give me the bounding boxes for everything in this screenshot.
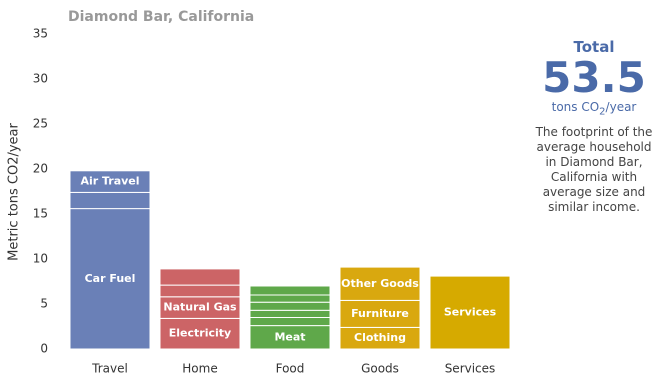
segment-label: Car Fuel — [85, 272, 136, 285]
bar-segment — [339, 266, 421, 301]
description: The footprint of the average household in … — [530, 125, 658, 215]
chart: Diamond Bar, California Metric tons CO2/… — [7, 9, 511, 376]
bar-segment — [159, 284, 241, 298]
description-line: The footprint of the — [535, 125, 653, 140]
bar-segment — [249, 294, 331, 303]
unit-sub: 2 — [599, 106, 606, 118]
segment-label: Furniture — [351, 307, 409, 320]
bar-segment — [249, 301, 331, 311]
y-tick-label: 35 — [33, 27, 48, 41]
x-tick-label: Home — [182, 362, 217, 376]
total-value: 53.5 — [542, 53, 646, 102]
segment-label: Services — [444, 306, 497, 319]
total-panel: Total 53.5 tons CO2/year The footprint o… — [530, 36, 658, 215]
x-tick-label: Travel — [91, 362, 128, 376]
unit-text: tons CO — [551, 100, 600, 114]
x-tick-label: Services — [445, 362, 496, 376]
segment-label: Electricity — [169, 327, 231, 340]
description-line: average size and — [542, 185, 646, 200]
y-tick-label: 0 — [40, 342, 48, 356]
y-tick-label: 5 — [40, 297, 48, 311]
bar-segment — [249, 309, 331, 318]
segment-label: Other Goods — [341, 277, 419, 290]
y-axis-label: Metric tons CO2/year — [7, 122, 22, 260]
segment-label: Natural Gas — [163, 301, 237, 314]
bar-segment — [69, 170, 151, 193]
x-tick-label: Food — [276, 362, 305, 376]
description-line: average household — [536, 140, 652, 155]
segment-label: Clothing — [354, 331, 406, 344]
x-tick-label: Goods — [361, 362, 399, 376]
segment-label: Air Travel — [80, 175, 139, 188]
bar-segment — [69, 208, 151, 350]
y-tick-label: 30 — [33, 72, 48, 86]
description-line: in Diamond Bar, — [545, 155, 643, 170]
y-tick-label: 10 — [33, 252, 48, 266]
description-line: California with — [550, 170, 638, 185]
segment-label: Meat — [274, 330, 305, 343]
bar-segment — [249, 285, 331, 296]
bar-segment — [159, 268, 241, 286]
y-tick-label: 20 — [33, 162, 48, 176]
total-title: Total — [573, 38, 615, 56]
y-tick-label: 15 — [33, 207, 48, 221]
bar-segment — [69, 191, 151, 210]
bar-segment — [429, 275, 511, 350]
y-tick-label: 25 — [33, 117, 48, 131]
chart-title: Diamond Bar, California — [68, 9, 254, 25]
bar-segment — [249, 317, 331, 327]
unit-text: /year — [605, 100, 637, 114]
description-line: similar income. — [548, 200, 640, 215]
total-unit: tons CO2/year — [530, 100, 658, 117]
